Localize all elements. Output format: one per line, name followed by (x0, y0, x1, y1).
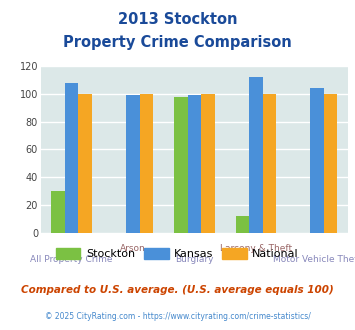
Bar (235, 216, 249, 233)
Bar (324, 94, 338, 233)
Bar (140, 94, 153, 233)
Bar (187, 95, 201, 233)
Bar (201, 94, 215, 233)
Text: Property Crime Comparison: Property Crime Comparison (63, 35, 292, 50)
Text: All Property Crime: All Property Crime (30, 255, 113, 264)
Text: Burglary: Burglary (175, 255, 214, 264)
Bar (263, 94, 276, 233)
Text: © 2025 CityRating.com - https://www.cityrating.com/crime-statistics/: © 2025 CityRating.com - https://www.city… (45, 312, 310, 321)
Text: Motor Vehicle Theft: Motor Vehicle Theft (273, 255, 355, 264)
Text: 2013 Stockton: 2013 Stockton (118, 12, 237, 26)
Bar (310, 88, 324, 233)
Legend: Stockton, Kansas, National: Stockton, Kansas, National (51, 244, 304, 263)
Bar (51, 191, 65, 233)
Text: Compared to U.S. average. (U.S. average equals 100): Compared to U.S. average. (U.S. average … (21, 285, 334, 295)
Bar (249, 77, 263, 233)
Bar (65, 83, 78, 233)
Bar (174, 97, 187, 233)
Bar (78, 94, 92, 233)
Text: Larceny & Theft: Larceny & Theft (220, 245, 292, 253)
Bar (126, 95, 140, 233)
Text: Arson: Arson (120, 245, 146, 253)
